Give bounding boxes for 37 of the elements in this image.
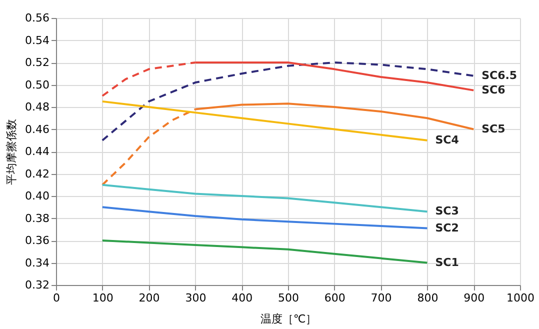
- y-tick-label: 0.54: [25, 34, 50, 47]
- x-tick-label: 1000: [506, 292, 534, 304]
- series-label: SC3: [435, 204, 459, 218]
- y-tick-label: 0.46: [25, 122, 50, 136]
- x-tick-label: 400: [232, 292, 253, 304]
- y-tick-label: 0.38: [25, 212, 50, 225]
- y-tick-label: 0.36: [25, 234, 50, 247]
- x-tick-label: 600: [324, 292, 346, 304]
- line-series: [101, 184, 428, 213]
- x-tick-label: 0: [53, 292, 60, 304]
- x-tick-label: 800: [417, 292, 438, 304]
- x-tick-label: 200: [138, 292, 160, 304]
- x-axis-title: 温度［℃］: [260, 312, 317, 326]
- y-tick-label: 0.50: [25, 78, 50, 92]
- series-label: SC5: [482, 122, 506, 136]
- y-tick-label: 0.56: [25, 12, 50, 24]
- x-tick-label: 300: [185, 292, 206, 304]
- series-label: SC6: [482, 83, 506, 96]
- y-tick-label: 0.34: [25, 256, 50, 270]
- series-label: SC4: [435, 133, 460, 146]
- line-series: [101, 240, 428, 264]
- y-tick-label: 0.32: [25, 278, 50, 292]
- y-tick-label: 0.52: [25, 56, 50, 69]
- line-series: [101, 206, 428, 230]
- y-tick-label: 0.44: [25, 145, 50, 158]
- line-series: [101, 100, 428, 142]
- x-tick-label: 500: [278, 292, 299, 304]
- series-label: SC6.5: [482, 68, 518, 82]
- series-label: SC2: [435, 221, 459, 234]
- y-tick-label: 0.42: [25, 167, 50, 180]
- y-tick-label: 0.48: [25, 100, 50, 114]
- series-label: SC1: [435, 256, 459, 269]
- y-axis-title: 平均摩擦係数: [5, 119, 18, 185]
- x-tick-label: 700: [370, 292, 392, 304]
- x-tick-label: 900: [464, 292, 485, 304]
- y-tick-label: 0.40: [25, 190, 50, 202]
- x-tick-label: 100: [92, 292, 114, 304]
